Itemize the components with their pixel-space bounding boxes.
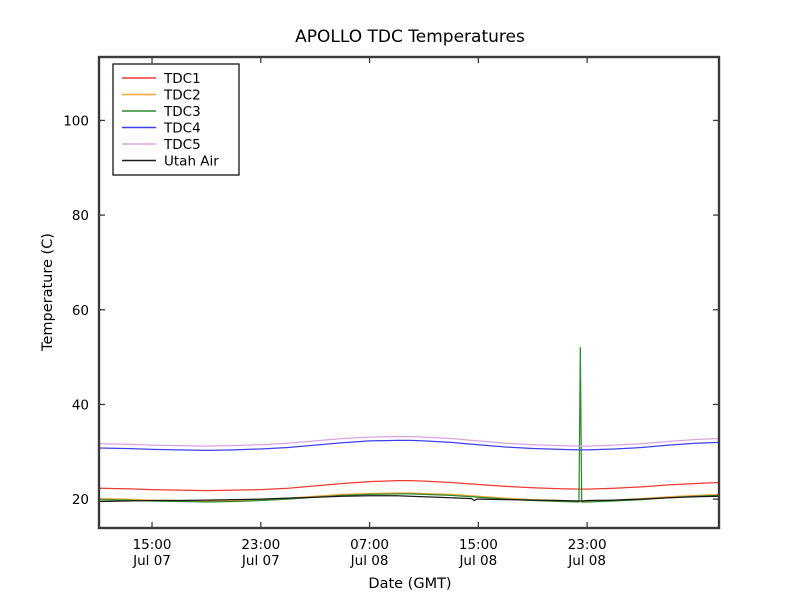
y-tick-label: 80 — [72, 208, 89, 224]
legend-label-utah-air[interactable]: Utah Air — [164, 154, 219, 170]
series-line-tdc1 — [99, 480, 719, 492]
y-tick-label: 20 — [72, 492, 89, 508]
x-tick-label-date: Jul 08 — [350, 553, 389, 569]
chart-title: APOLLO TDC Temperatures — [295, 27, 525, 47]
x-tick-label-time: 07:00 — [350, 537, 389, 553]
x-tick-label-time: 23:00 — [241, 537, 280, 553]
series-line-tdc5 — [99, 436, 719, 447]
y-tick-label: 100 — [63, 113, 89, 129]
legend-label-tdc4[interactable]: TDC4 — [163, 121, 201, 137]
plot-frame — [97, 55, 721, 530]
legend-background — [112, 63, 240, 176]
series-line-tdc3 — [99, 347, 719, 503]
x-tick-label-date: Jul 07 — [241, 553, 280, 569]
series-line-utah-air — [99, 495, 719, 503]
x-tick-label-time: 15:00 — [133, 537, 172, 553]
y-axis-label: Temperature (C) — [40, 233, 56, 352]
x-tick-label-date: Jul 08 — [567, 553, 606, 569]
x-tick-label-time: 23:00 — [568, 537, 607, 553]
legend-label-tdc5[interactable]: TDC5 — [163, 137, 201, 153]
legend-label-tdc1[interactable]: TDC1 — [163, 71, 201, 87]
x-axis-label: Date (GMT) — [368, 576, 451, 592]
x-tick-label-date: Jul 07 — [132, 553, 171, 569]
x-tick-label-time: 15:00 — [459, 537, 498, 553]
legend-label-tdc2[interactable]: TDC2 — [163, 88, 201, 104]
x-tick-label-date: Jul 08 — [458, 553, 497, 569]
y-tick-label: 40 — [72, 397, 89, 413]
series-line-tdc4 — [99, 439, 719, 451]
legend-label-tdc3[interactable]: TDC3 — [163, 104, 201, 120]
data-series-group — [99, 347, 719, 503]
y-tick-label: 60 — [72, 303, 89, 319]
